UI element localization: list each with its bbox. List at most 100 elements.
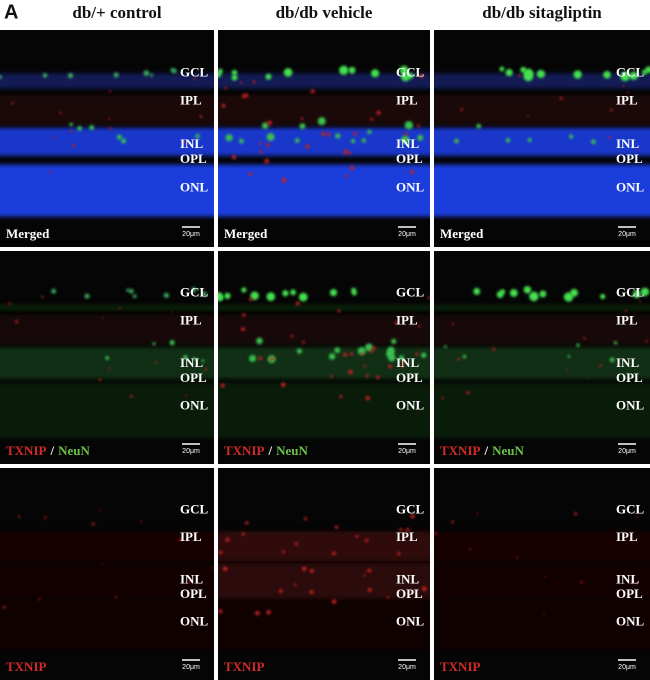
cell — [105, 356, 110, 360]
cell — [265, 73, 272, 80]
layer-label: IPL — [180, 93, 202, 108]
cell — [170, 310, 173, 313]
cell — [365, 374, 369, 378]
layer-label: IPL — [180, 312, 202, 327]
cell — [543, 612, 546, 615]
cell — [264, 158, 270, 164]
layer-label: OPL — [396, 370, 423, 385]
cell — [363, 574, 366, 577]
cell — [242, 313, 246, 317]
column-header: db/db sitagliptin — [482, 3, 602, 22]
scale-bar-label: 20μm — [618, 231, 636, 238]
cell — [376, 375, 380, 379]
tissue — [0, 509, 214, 651]
cell — [399, 527, 403, 532]
cell — [410, 170, 415, 175]
tissue-band — [434, 531, 650, 562]
cell — [457, 357, 461, 361]
cell — [221, 103, 226, 108]
cell — [305, 144, 310, 149]
channel-name: TXNIP — [224, 659, 265, 674]
cell — [394, 321, 398, 325]
cell — [212, 566, 214, 569]
channel-name: NeuN — [58, 443, 90, 458]
cell — [401, 360, 406, 364]
cell — [441, 397, 444, 400]
cell — [339, 65, 349, 75]
cell — [255, 610, 260, 616]
caption-separator: / — [49, 443, 54, 458]
cell — [281, 177, 287, 183]
layer-label: GCL — [396, 501, 425, 516]
tissue — [0, 67, 214, 217]
cell — [613, 341, 618, 345]
tissue — [218, 287, 430, 439]
cell — [418, 325, 421, 328]
tissue-band — [0, 563, 214, 600]
cell — [241, 327, 246, 332]
layer-label: GCL — [616, 64, 645, 79]
cell — [569, 134, 574, 139]
cell — [367, 587, 372, 592]
cell — [626, 91, 629, 94]
cell — [249, 354, 257, 362]
layer-label: INL — [396, 571, 419, 586]
cell — [11, 101, 14, 105]
cell — [42, 73, 48, 78]
cell — [499, 289, 506, 295]
layer-label: GCL — [180, 285, 209, 300]
cell — [529, 291, 539, 302]
cell — [8, 302, 11, 305]
cell — [567, 355, 571, 358]
layer-label: ONL — [616, 179, 645, 194]
cell — [280, 382, 286, 388]
cell — [189, 580, 192, 583]
cell — [108, 367, 111, 370]
cell — [298, 292, 308, 302]
cell — [348, 66, 356, 74]
cell — [143, 70, 150, 77]
cell — [335, 133, 341, 139]
cell — [632, 72, 634, 75]
cell — [404, 121, 413, 130]
layer-label: ONL — [396, 614, 425, 629]
cell — [332, 551, 336, 556]
cell — [77, 125, 83, 131]
tissue-band — [434, 383, 650, 439]
cell — [364, 538, 369, 543]
tissue-band — [0, 164, 214, 217]
cell — [250, 291, 259, 300]
tissue-band — [0, 304, 214, 311]
cell — [248, 172, 253, 176]
cell — [38, 598, 41, 601]
cell — [370, 117, 374, 121]
cell — [201, 359, 205, 363]
channel-name: TXNIP — [6, 443, 47, 458]
cell — [109, 90, 112, 93]
tissue-band — [0, 95, 214, 126]
cell — [451, 323, 455, 326]
cell — [224, 292, 231, 300]
cell — [599, 364, 602, 367]
cell — [466, 391, 470, 395]
tissue-band — [434, 127, 650, 156]
cell — [350, 139, 356, 144]
cell — [300, 117, 304, 120]
cell — [421, 352, 427, 358]
cell — [59, 111, 62, 115]
cell — [256, 337, 263, 345]
cell — [476, 123, 482, 129]
cell — [344, 174, 348, 178]
cell — [620, 71, 630, 82]
cell — [367, 129, 372, 135]
cell — [281, 550, 285, 554]
cell — [69, 122, 73, 127]
cell — [290, 289, 296, 296]
cell — [0, 75, 2, 79]
cell — [468, 548, 471, 551]
cell — [3, 605, 6, 609]
cell — [334, 347, 341, 354]
